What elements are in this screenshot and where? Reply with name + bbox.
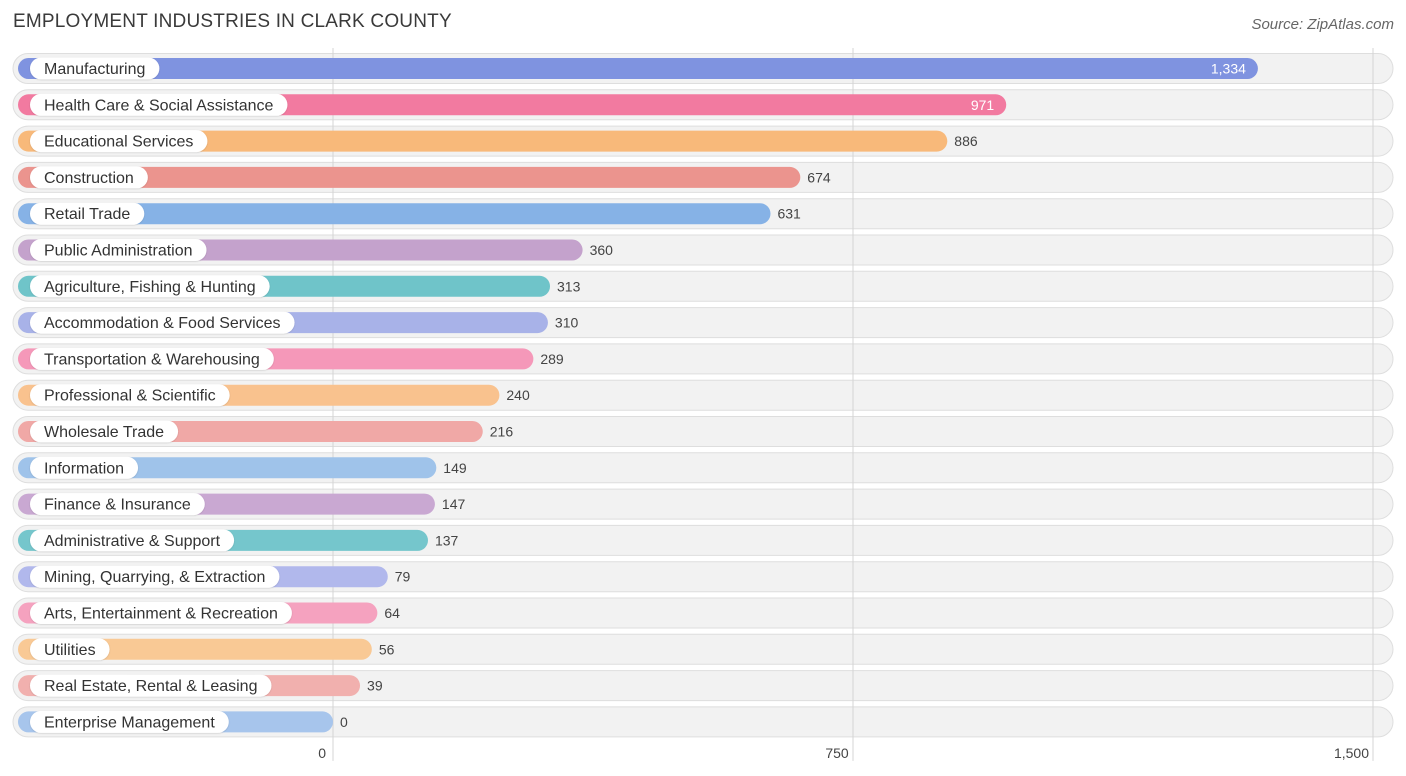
bar-value-label: 631 <box>777 206 801 222</box>
category-label-pill <box>30 710 229 733</box>
bar-construction <box>18 166 801 188</box>
category-label: Public Administration <box>44 243 193 260</box>
chart-source: Source: ZipAtlas.com <box>1251 16 1394 33</box>
category-label-pill <box>30 202 145 225</box>
category-label: Professional & Scientific <box>44 388 216 405</box>
bar-value-label: 137 <box>435 532 459 548</box>
category-label: Real Estate, Rental & Leasing <box>44 678 257 695</box>
category-label-pill <box>30 529 235 552</box>
x-tick-label: 750 <box>825 745 849 761</box>
category-label: Utilities <box>44 642 96 659</box>
category-label-pill <box>30 674 272 697</box>
row-background-enterprise-management <box>12 706 1394 738</box>
bar-value-label: 674 <box>807 169 831 185</box>
bar-value-label: 313 <box>557 278 581 294</box>
bar-value-label: 149 <box>443 460 467 476</box>
category-label: Finance & Insurance <box>44 497 191 514</box>
category-label-pill <box>30 602 292 624</box>
category-label-pill <box>30 565 280 588</box>
category-label: Wholesale Trade <box>44 424 164 441</box>
bar-manufacturing <box>18 58 1258 79</box>
category-label-pill <box>30 275 270 298</box>
category-label: Agriculture, Fishing & Hunting <box>44 279 256 296</box>
category-label-pill <box>30 130 208 153</box>
category-label: Arts, Entertainment & Recreation <box>44 606 278 623</box>
bar-value-label: 64 <box>384 605 400 621</box>
bar-value-label: 886 <box>954 133 978 149</box>
category-label: Enterprise Management <box>44 714 215 731</box>
row-background-real-estate-rental-leasing <box>12 670 1394 702</box>
category-label-pill <box>30 384 230 407</box>
category-label-pill <box>30 311 295 334</box>
bar-value-label: 360 <box>590 242 614 258</box>
bar-educational-services <box>18 130 948 152</box>
category-label-pill <box>30 493 205 516</box>
bar-value-label: 971 <box>971 97 995 113</box>
category-label: Transportation & Warehousing <box>44 351 260 368</box>
bar-value-label: 1,334 <box>1211 61 1246 77</box>
category-label-pill <box>30 57 160 80</box>
bar-value-label: 39 <box>367 678 383 694</box>
category-label: Construction <box>44 170 134 187</box>
bar-value-label: 56 <box>379 641 395 657</box>
bar-value-label: 0 <box>340 714 348 730</box>
chart-title: EMPLOYMENT INDUSTRIES IN CLARK COUNTY <box>13 11 452 32</box>
bar-value-label: 310 <box>555 315 579 331</box>
bars: Manufacturing 1,334 Health Care & Social A… <box>18 57 1258 733</box>
category-label: Administrative & Support <box>44 533 221 550</box>
category-label: Mining, Quarrying, & Extraction <box>44 569 265 586</box>
x-axis: 0 750 1,500 <box>318 745 1369 761</box>
bar-value-label: 216 <box>490 424 514 440</box>
category-label: Retail Trade <box>44 206 130 223</box>
x-tick-label: 0 <box>318 745 326 761</box>
category-label: Information <box>44 460 124 477</box>
category-label: Educational Services <box>44 134 193 151</box>
category-label-pill <box>30 347 274 370</box>
category-label-pill <box>30 93 288 116</box>
category-label: Manufacturing <box>44 61 145 78</box>
bar-value-label: 147 <box>442 496 466 512</box>
category-label: Accommodation & Food Services <box>44 315 281 332</box>
bar-value-label: 289 <box>540 351 564 367</box>
category-label-pill <box>30 456 139 479</box>
bar-value-label: 240 <box>506 387 530 403</box>
category-label-pill <box>30 638 110 661</box>
x-tick-label: 1,500 <box>1334 745 1369 761</box>
category-label-pill <box>30 239 207 261</box>
bar-retail-trade <box>18 203 771 225</box>
category-label-pill <box>30 166 148 189</box>
bar-value-label: 79 <box>395 569 411 585</box>
category-label: Health Care & Social Assistance <box>44 97 274 114</box>
category-label-pill <box>30 420 179 443</box>
